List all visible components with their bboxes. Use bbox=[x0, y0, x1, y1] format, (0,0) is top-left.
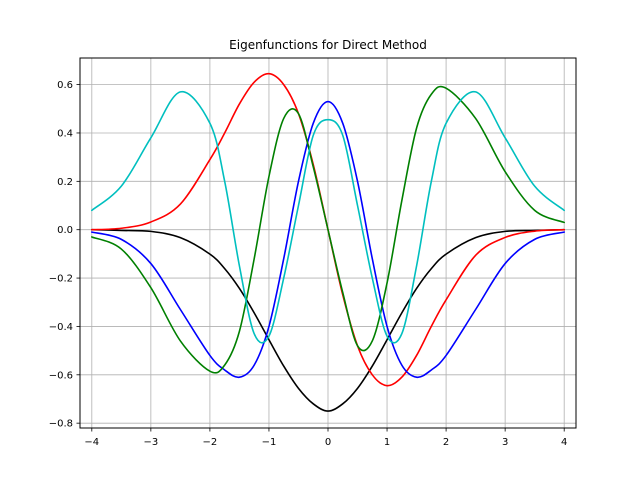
y-tick-label: −0.6 bbox=[49, 370, 73, 381]
y-axis: −0.8 −0.6 −0.4 −0.2 0.0 0.2 0.4 0.6 bbox=[49, 80, 80, 430]
series-line-3 bbox=[91, 100, 565, 379]
y-tick-label: 0.4 bbox=[57, 128, 73, 139]
series-line-5 bbox=[91, 91, 565, 344]
x-tick-label: −3 bbox=[143, 437, 158, 448]
x-tick-label: 0 bbox=[325, 437, 331, 448]
x-tick-label: −2 bbox=[203, 437, 218, 448]
series-line-1 bbox=[91, 228, 565, 412]
series-line-4 bbox=[91, 85, 565, 374]
x-tick-label: 1 bbox=[384, 437, 390, 448]
x-tick-label: −1 bbox=[262, 437, 277, 448]
x-tick-label: 3 bbox=[502, 437, 508, 448]
y-tick-label: −0.2 bbox=[49, 274, 73, 285]
chart-title: Eigenfunctions for Direct Method bbox=[229, 38, 427, 52]
x-axis: −4 −3 −2 −1 0 1 2 3 4 bbox=[84, 428, 567, 448]
series-lines bbox=[91, 72, 565, 412]
x-tick-label: 4 bbox=[561, 437, 567, 448]
y-tick-label: 0.2 bbox=[57, 177, 73, 188]
x-tick-label: −4 bbox=[84, 437, 99, 448]
y-tick-label: −0.8 bbox=[49, 419, 73, 430]
y-tick-label: 0.0 bbox=[57, 225, 73, 236]
y-tick-label: 0.6 bbox=[57, 80, 73, 91]
x-tick-label: 2 bbox=[443, 437, 449, 448]
y-tick-label: −0.4 bbox=[49, 322, 73, 333]
